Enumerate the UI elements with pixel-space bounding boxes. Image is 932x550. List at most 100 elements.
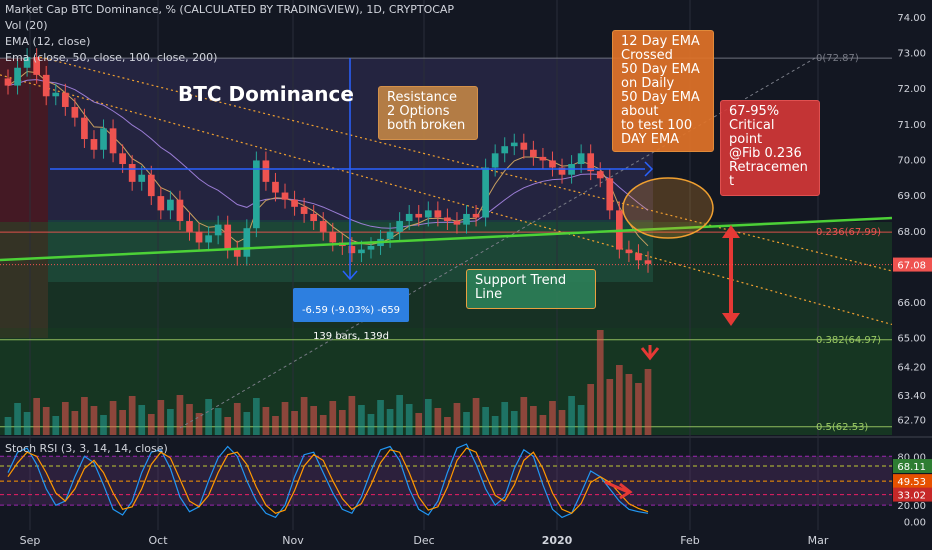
red-arrow-down [722,313,740,326]
volume-bar [147,414,155,435]
volume-bar [530,406,537,435]
volume-bar [635,383,642,435]
ema-slow [7,79,649,229]
volume-bar [338,410,346,435]
volume-bar [90,406,98,435]
candle-body [23,57,31,68]
rsi-value-tag [893,458,932,473]
volume-bar [491,416,499,435]
time-tick: Nov [282,534,304,547]
volume-bar [396,395,403,435]
candle-body [530,149,537,157]
candle-body [291,199,298,207]
candle-body [214,224,222,236]
rsi-tick: 20.00 [897,501,926,512]
resistance-line-1 [0,74,893,326]
rsi-value-text: 68.11 [897,462,926,473]
price-tick: 66.00 [897,298,926,309]
volume-bar [472,398,480,435]
volume-bar [42,407,50,435]
last-price-tag [893,257,932,272]
volume-bar [81,397,88,435]
candle-body [329,231,337,243]
indicator-vol-label: Vol (20) [5,19,48,32]
rsi-series-line [7,443,649,519]
rsi-value-tag [893,474,932,489]
volume-bar [510,411,518,435]
candle-body [510,142,518,147]
big-title: BTC Dominance [178,82,354,106]
red-arrow-up [722,225,740,238]
price-axis-bg [892,0,932,550]
chart-title: Market Cap BTC Dominance, % (CALCULATED … [5,3,455,16]
volume-bar [224,417,232,435]
volume-bar [205,399,212,435]
critical-point-note: 67-95% Critical point @Fib 0.236 Retrace… [720,100,820,196]
candle-body [644,260,652,264]
time-tick: Mar [808,534,829,547]
volume-bar [482,407,489,435]
candle-body [71,106,79,118]
volume-bar [138,405,146,435]
price-tick: 65.00 [897,334,926,345]
volume-bar [157,400,165,435]
candle-body [491,153,499,168]
candle-body [90,139,98,150]
volume-bar [453,403,461,435]
candle-body [100,128,107,150]
rsi-tick: 80.00 [897,452,926,463]
rsi-value-text: 33.02 [897,491,926,502]
candle-body [587,153,595,172]
candle-body [453,221,461,225]
indicator-ema12-label: EMA (12, close) [5,35,91,48]
volume-bar [4,417,12,435]
candle-body [539,156,547,161]
volume-bar [253,398,260,435]
candle-body [424,210,432,218]
volume-bar [606,379,614,435]
candle-body [596,171,604,179]
time-tick: Sep [20,534,41,547]
candle-body [501,146,509,154]
volume-bar [386,409,394,435]
resistance-note: Resistance 2 Options both broken [378,86,478,140]
candle-body [119,153,126,165]
measure-tooltip: -6.59 (-9.03%) -659 139 bars, 139d [293,288,409,342]
volume-bar [23,412,31,435]
price-tick: 62.70 [897,416,926,427]
candle-body [606,178,614,211]
volume-bar [71,411,79,435]
candle-body [405,213,413,222]
candle-body [109,128,117,154]
blue-arrow-right [644,161,654,177]
candle-body [243,228,251,257]
fib-label: 0(72.87) [816,53,859,64]
candle-body [272,181,279,193]
candle-body [463,213,470,225]
candle-body [262,160,270,182]
volume-bar [319,415,327,435]
volume-bar [405,404,413,435]
candle-body [396,221,403,232]
candle-body [482,167,489,218]
candle-body [186,221,193,232]
candle-body [61,92,69,107]
volume-bar [596,330,604,435]
volume-bar [520,397,528,435]
candle-body [205,235,212,243]
candle-body [635,253,642,261]
candle-body [348,246,356,254]
price-tick: 63.40 [897,391,926,402]
volume-bar [243,412,251,435]
volume-bar [587,384,595,435]
candle-body [81,117,88,140]
price-tick: 72.00 [897,84,926,95]
volume-bar [358,405,365,435]
rsi-series-line [7,447,649,515]
volume-bar [167,409,174,435]
support-trend-line [0,216,893,262]
candle-body [549,160,556,168]
volume-bar [415,413,423,435]
candle-body [253,160,260,229]
